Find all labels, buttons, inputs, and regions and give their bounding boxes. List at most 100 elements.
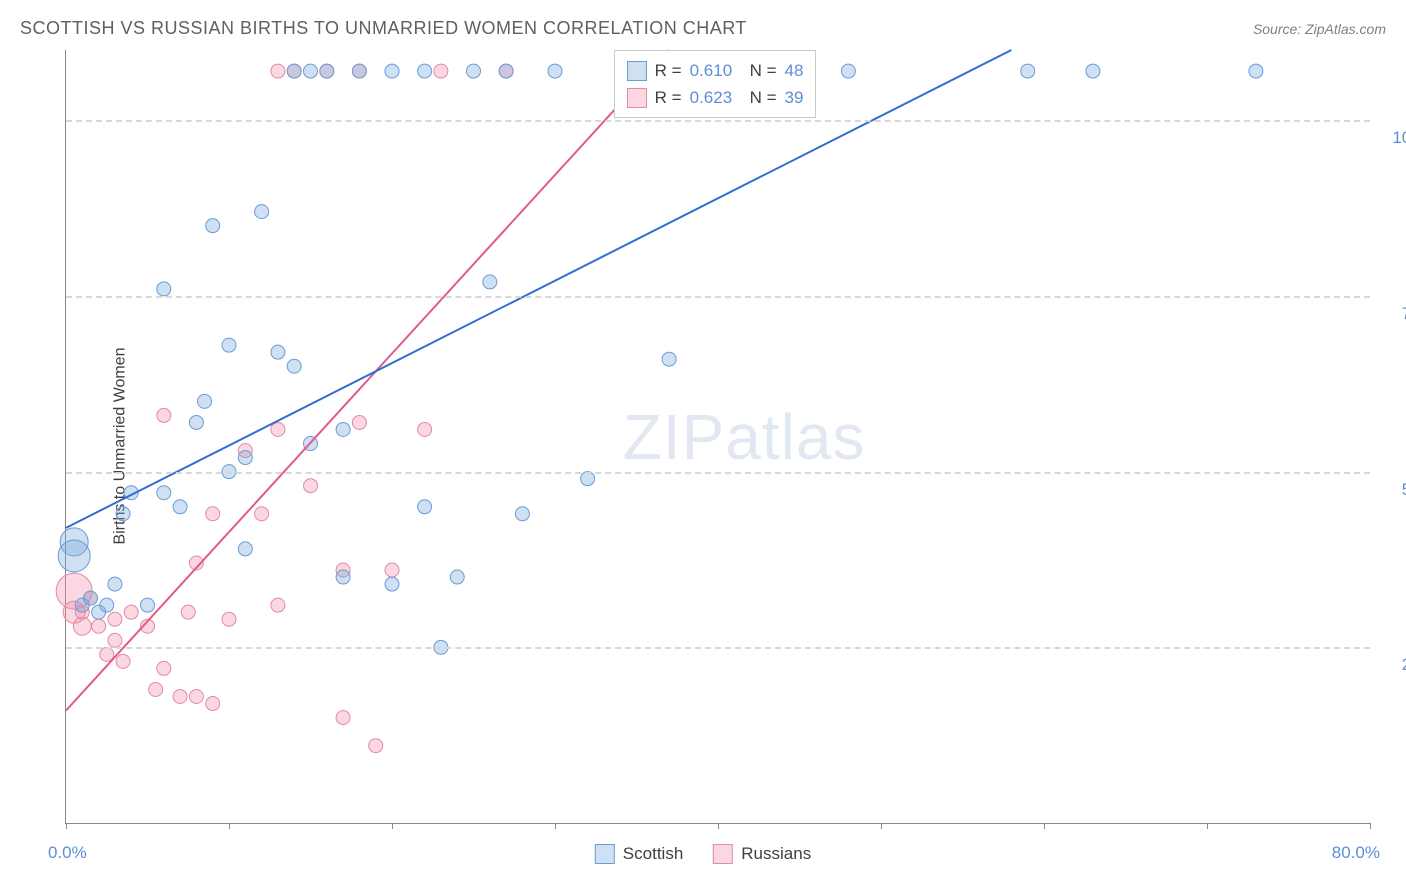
chart-title: SCOTTISH VS RUSSIAN BIRTHS TO UNMARRIED … <box>20 18 747 39</box>
point-scottish <box>157 282 171 296</box>
x-tick <box>392 823 393 829</box>
x-tick-label-left: 0.0% <box>48 843 87 863</box>
point-scottish <box>198 394 212 408</box>
point-russian <box>369 739 383 753</box>
point-russian <box>157 661 171 675</box>
point-scottish <box>336 422 350 436</box>
point-scottish <box>141 598 155 612</box>
point-scottish <box>662 352 676 366</box>
y-tick-label: 75.0% <box>1402 304 1406 324</box>
x-tick-label-right: 80.0% <box>1332 843 1380 863</box>
point-scottish <box>515 507 529 521</box>
point-russian <box>352 415 366 429</box>
point-scottish <box>483 275 497 289</box>
swatch-icon <box>627 61 647 81</box>
chart-header: SCOTTISH VS RUSSIAN BIRTHS TO UNMARRIED … <box>20 18 1386 39</box>
stat-n-label: N = <box>740 84 776 111</box>
point-scottish <box>385 577 399 591</box>
point-russian <box>304 479 318 493</box>
gridline <box>66 472 1370 474</box>
point-russian <box>189 690 203 704</box>
gridline <box>66 120 1370 122</box>
x-tick <box>555 823 556 829</box>
point-russian <box>336 711 350 725</box>
point-russian <box>206 507 220 521</box>
point-scottish <box>418 64 432 78</box>
stat-r-value: 0.623 <box>690 84 733 111</box>
stats-box: R = 0.610 N = 48R = 0.623 N = 39 <box>614 50 817 118</box>
point-scottish <box>189 415 203 429</box>
point-russian <box>108 612 122 626</box>
y-tick-label: 25.0% <box>1402 655 1406 675</box>
point-scottish <box>320 64 334 78</box>
swatch-icon <box>627 88 647 108</box>
point-scottish <box>83 591 97 605</box>
point-scottish <box>841 64 855 78</box>
stat-r-value: 0.610 <box>690 57 733 84</box>
x-tick <box>718 823 719 829</box>
y-tick-label: 100.0% <box>1392 128 1406 148</box>
point-scottish <box>450 570 464 584</box>
stat-n-value: 39 <box>785 84 804 111</box>
point-russian <box>255 507 269 521</box>
point-russian <box>73 617 91 635</box>
point-scottish <box>255 205 269 219</box>
point-scottish <box>287 64 301 78</box>
point-russian <box>108 633 122 647</box>
point-russian <box>418 422 432 436</box>
x-tick <box>1370 823 1371 829</box>
point-scottish <box>548 64 562 78</box>
point-scottish <box>581 472 595 486</box>
point-russian <box>124 605 138 619</box>
stat-n-label: N = <box>740 57 776 84</box>
point-scottish <box>173 500 187 514</box>
point-russian <box>157 408 171 422</box>
stats-row: R = 0.623 N = 39 <box>627 84 804 111</box>
point-scottish <box>222 338 236 352</box>
bottom-legend: Scottish Russians <box>595 844 811 864</box>
regression-line <box>66 50 669 711</box>
point-scottish <box>418 500 432 514</box>
swatch-icon <box>595 844 615 864</box>
point-scottish <box>100 598 114 612</box>
point-russian <box>271 598 285 612</box>
y-tick-label: 50.0% <box>1402 480 1406 500</box>
x-tick <box>1044 823 1045 829</box>
legend-label: Scottish <box>623 844 683 864</box>
stat-r-label: R = <box>655 84 682 111</box>
point-scottish <box>206 219 220 233</box>
point-scottish <box>336 570 350 584</box>
point-scottish <box>108 577 122 591</box>
point-scottish <box>1021 64 1035 78</box>
point-scottish <box>116 507 130 521</box>
scatter-svg <box>66 50 1370 823</box>
stats-row: R = 0.610 N = 48 <box>627 57 804 84</box>
point-russian <box>271 422 285 436</box>
point-russian <box>173 690 187 704</box>
stat-n-value: 48 <box>785 57 804 84</box>
point-scottish <box>467 64 481 78</box>
legend-item: Russians <box>713 844 811 864</box>
point-russian <box>385 563 399 577</box>
point-russian <box>206 697 220 711</box>
x-tick <box>229 823 230 829</box>
point-scottish <box>304 64 318 78</box>
chart-plot-area: ZIPatlas R = 0.610 N = 48R = 0.623 N = 3… <box>65 50 1370 824</box>
point-scottish <box>238 542 252 556</box>
point-scottish <box>157 486 171 500</box>
swatch-icon <box>713 844 733 864</box>
legend-item: Scottish <box>595 844 683 864</box>
point-scottish <box>385 64 399 78</box>
point-scottish <box>238 451 252 465</box>
point-scottish <box>1249 64 1263 78</box>
point-russian <box>116 654 130 668</box>
point-russian <box>271 64 285 78</box>
point-russian <box>92 619 106 633</box>
point-scottish <box>287 359 301 373</box>
x-tick <box>1207 823 1208 829</box>
point-russian <box>181 605 195 619</box>
x-tick <box>881 823 882 829</box>
point-russian <box>434 64 448 78</box>
point-scottish <box>58 540 90 572</box>
stat-r-label: R = <box>655 57 682 84</box>
